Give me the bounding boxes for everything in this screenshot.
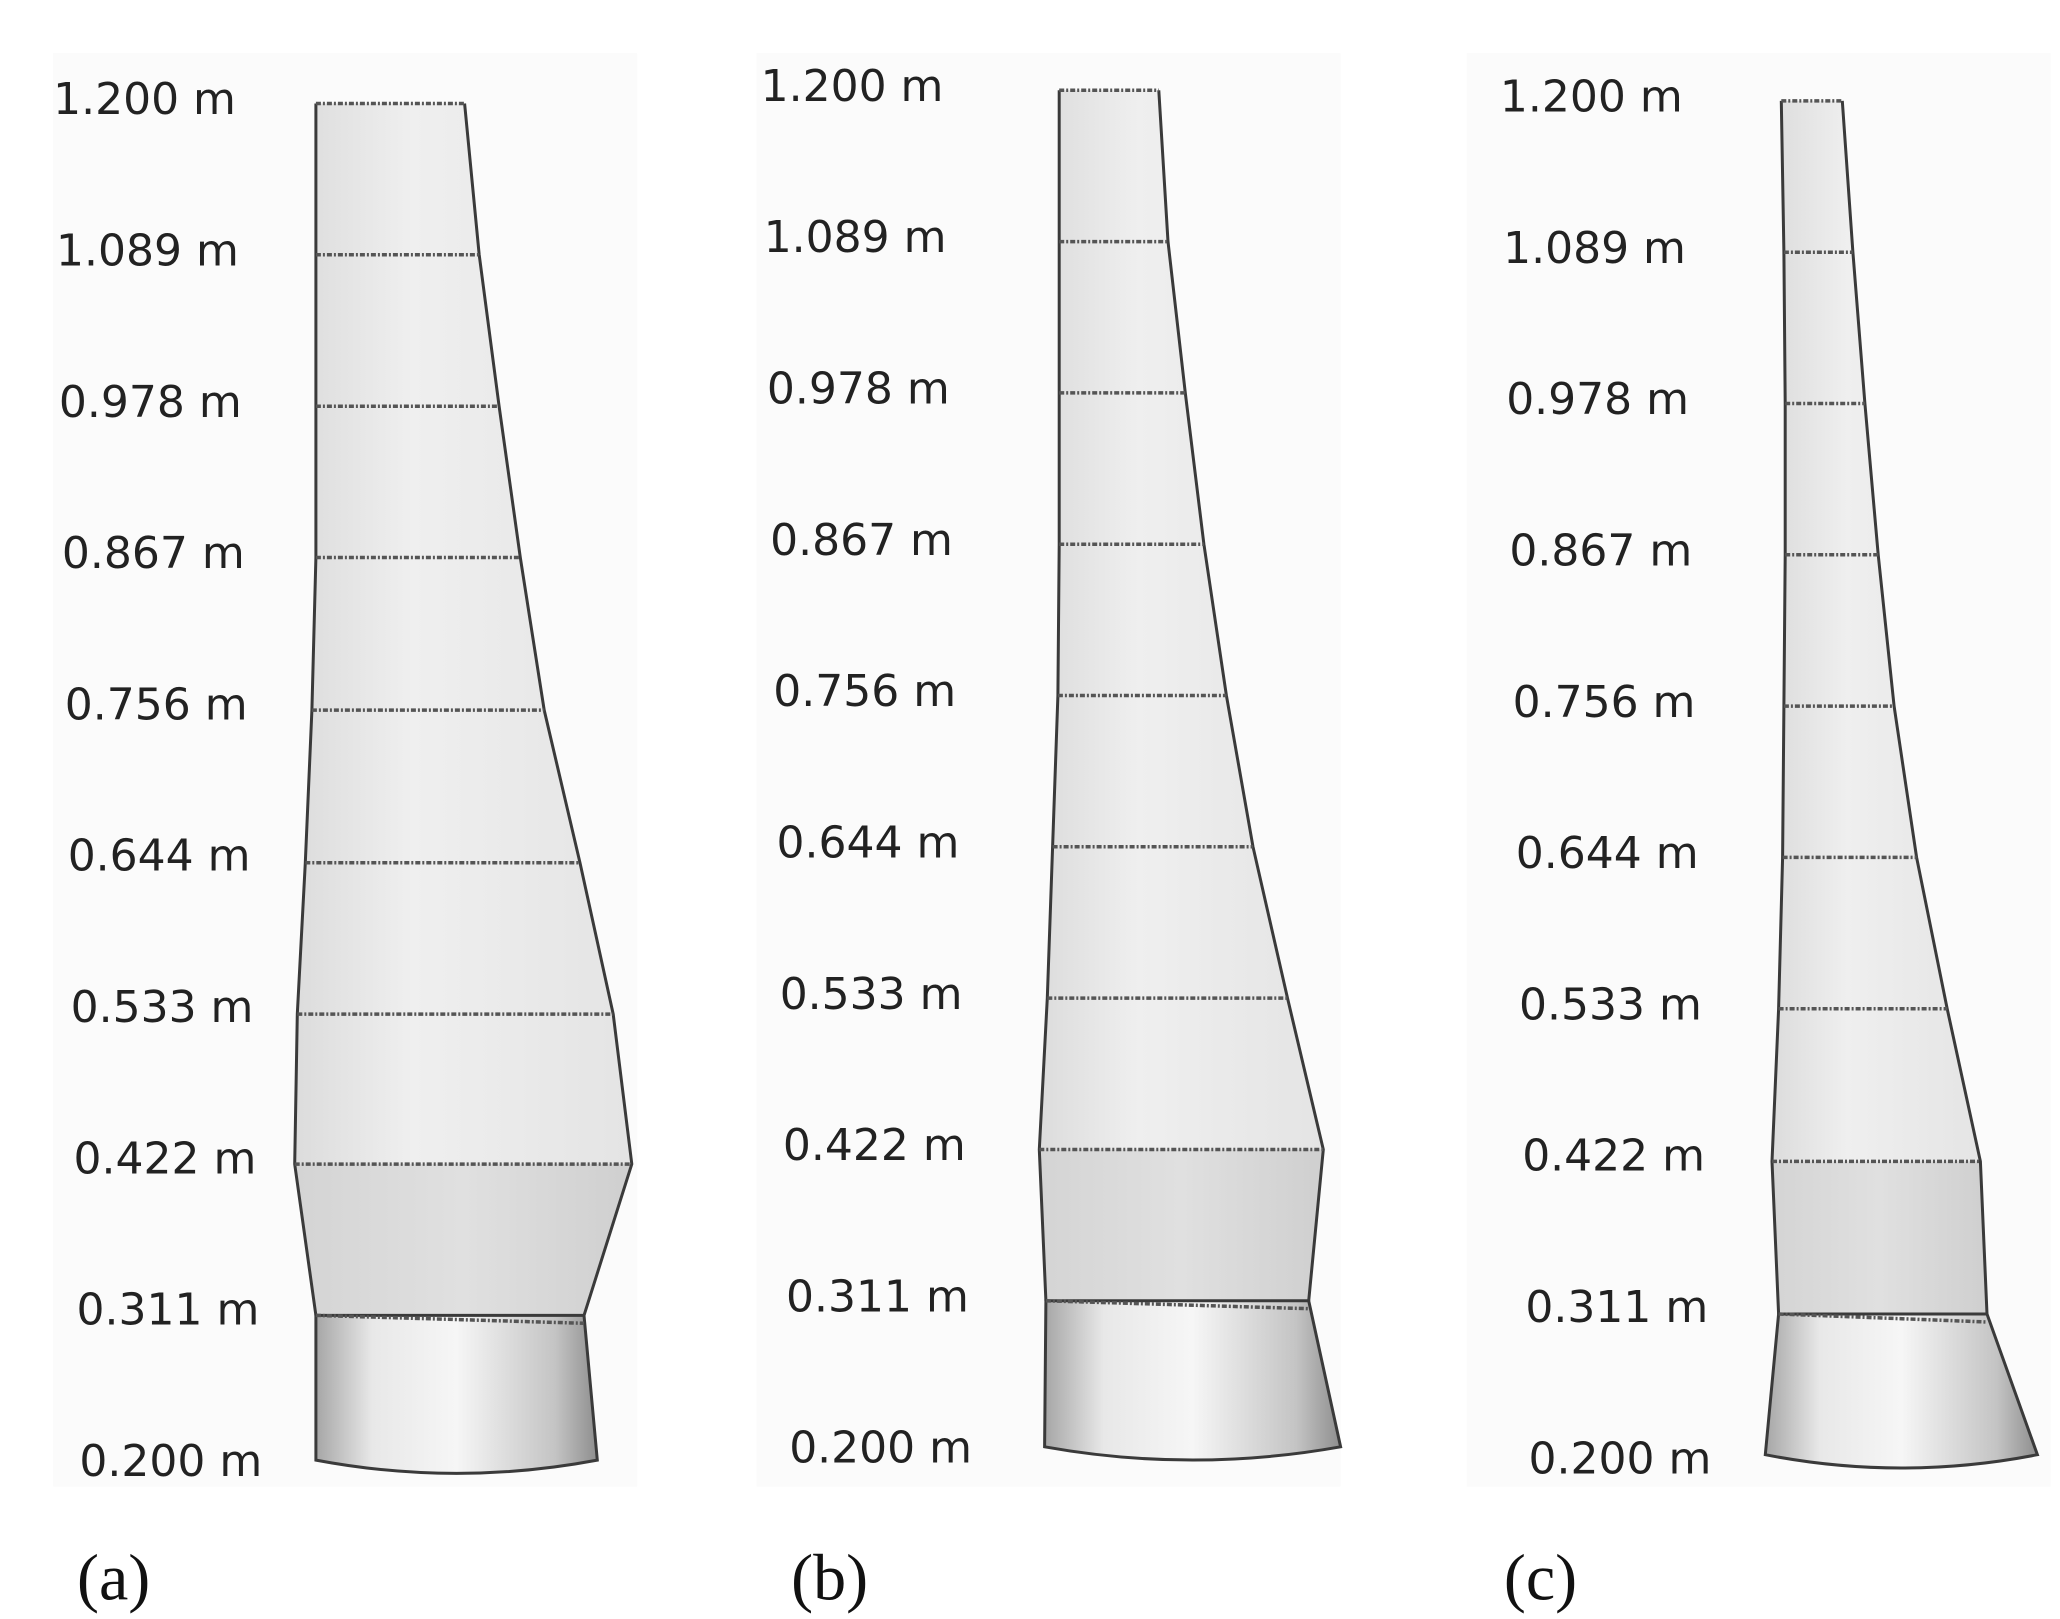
station-label: 0.311 m	[786, 1271, 969, 1322]
station-label: 1.200 m	[1500, 72, 1683, 123]
blade-transition	[294, 1164, 632, 1316]
station-label: 0.644 m	[777, 817, 960, 868]
station-label: 0.311 m	[77, 1285, 260, 1336]
blade-transition	[1772, 1161, 1987, 1314]
blade-root-cylinder	[1763, 1312, 2040, 1470]
station-label: 0.756 m	[65, 679, 248, 730]
station-label: 1.200 m	[53, 74, 236, 125]
panel-caption: (b)	[791, 1541, 868, 1614]
station-label: 0.644 m	[1516, 828, 1699, 879]
station-label: 0.533 m	[780, 969, 963, 1020]
section-line	[315, 1313, 585, 1326]
blade-transition	[1039, 1149, 1324, 1301]
station-label: 0.422 m	[74, 1133, 257, 1184]
station-label: 0.867 m	[62, 528, 245, 579]
station-label: 0.756 m	[1513, 677, 1696, 728]
station-label: 0.533 m	[1519, 979, 1702, 1030]
station-label: 0.200 m	[1529, 1433, 1712, 1484]
panel-a: 1.200 m 1.089 m 0.978 m 0.867 m 0.756 m 0.644…	[53, 53, 638, 1614]
station-label: 0.978 m	[1506, 374, 1689, 425]
section-line	[1778, 1312, 1988, 1324]
station-label: 0.311 m	[1525, 1282, 1708, 1333]
station-label: 0.200 m	[789, 1423, 972, 1474]
station-label: 1.089 m	[764, 212, 947, 263]
station-label: 0.200 m	[79, 1436, 262, 1487]
blade-root-cylinder	[1043, 1299, 1343, 1462]
station-label: 1.089 m	[56, 226, 239, 277]
station-label: 0.867 m	[770, 515, 953, 566]
panel-caption: (a)	[77, 1541, 150, 1614]
station-label: 0.978 m	[59, 377, 242, 428]
station-label: 0.978 m	[767, 364, 950, 415]
blade-root-cylinder	[314, 1313, 599, 1475]
station-label: 0.422 m	[783, 1120, 966, 1171]
panel-caption: (c)	[1504, 1541, 1577, 1614]
station-label: 0.756 m	[773, 666, 956, 717]
station-label: 0.533 m	[71, 982, 254, 1033]
station-label: 1.089 m	[1503, 223, 1686, 274]
station-label: 1.200 m	[761, 61, 944, 112]
station-label: 0.867 m	[1509, 525, 1692, 576]
panel-c: 1.200 m 1.089 m 0.978 m 0.867 m 0.756 m 0.644…	[1466, 53, 2051, 1614]
station-label: 0.422 m	[1522, 1131, 1705, 1182]
panel-b: 1.200 m 1.089 m 0.978 m 0.867 m 0.756 m 0.644…	[756, 53, 1343, 1614]
station-label: 0.644 m	[68, 831, 251, 882]
